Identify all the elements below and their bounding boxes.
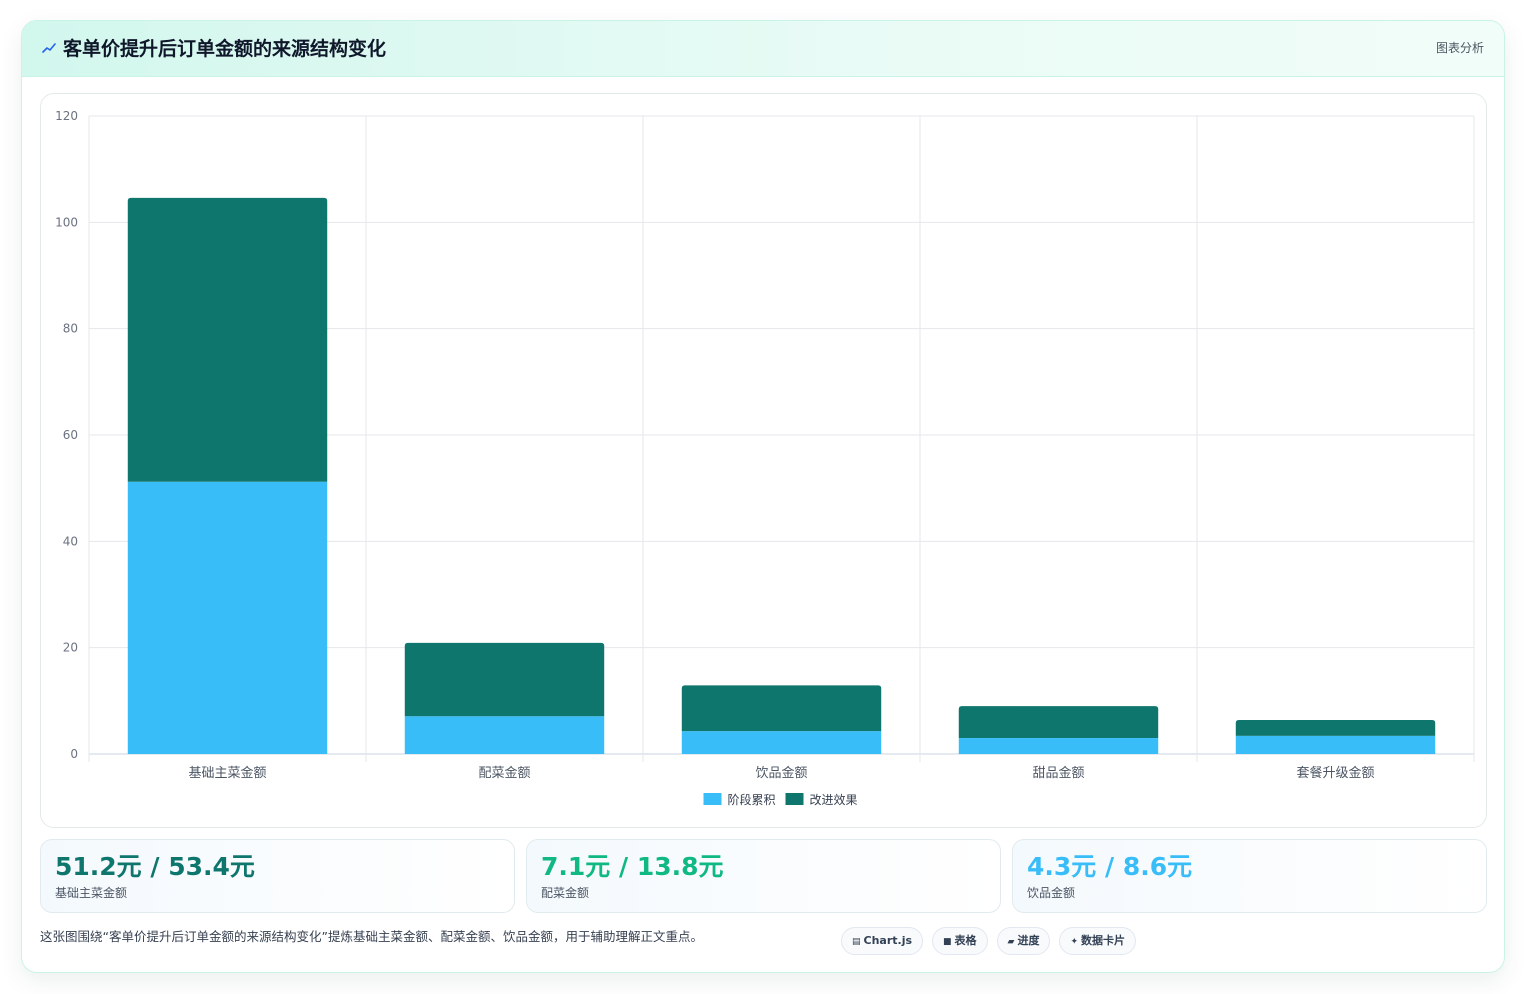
x-tick-label: 基础主菜金额 [188, 765, 266, 781]
bar-segment-effect [127, 197, 328, 482]
progress-icon: ▰ [1007, 937, 1015, 947]
y-tick-label: 100 [55, 215, 78, 229]
bar-segment-effect [958, 706, 1159, 739]
card-header: 客单价提升后订单金额的来源结构变化 图表分析 [22, 21, 1504, 77]
stat-card-drink: 4.3元 / 8.6元 饮品金额 [1012, 839, 1487, 913]
legend-swatch [785, 793, 804, 805]
x-tick-label: 配菜金额 [478, 765, 530, 781]
stacked-bar-chart: 0 20 40 60 80 100 120 基础主菜金额 配菜金额 饮品金额 甜品金额 套餐升级金额阶… [55, 109, 1475, 807]
bar-segment-effect [404, 642, 605, 717]
x-tick-label: 甜品金额 [1032, 765, 1084, 781]
stat-card-main-dish: 51.2元 / 53.4元 基础主菜金额 [40, 839, 515, 913]
bar-segment-effect [1235, 719, 1436, 736]
chart-card: 客单价提升后订单金额的来源结构变化 图表分析 0 20 40 60 80 100 120 基础… [21, 20, 1505, 973]
bar-segment-effect [681, 685, 882, 732]
chip-label: 表格 [954, 934, 977, 947]
chip-label: Chart.js [863, 934, 913, 947]
y-tick-label: 60 [63, 428, 78, 442]
x-tick-label: 套餐升级金额 [1296, 765, 1374, 781]
stat-value: 4.3元 / 8.6元 [1027, 852, 1193, 881]
stat-value: 51.2元 / 53.4元 [55, 852, 255, 881]
chip-label: 数据卡片 [1081, 934, 1126, 947]
bar-segment-stage [404, 716, 605, 754]
legend-label: 阶段累积 [728, 792, 776, 807]
sparkle-icon: ✦ [1070, 937, 1079, 947]
chip-progress[interactable]: ▰ 进度 [996, 927, 1051, 955]
y-tick-label: 20 [63, 641, 78, 655]
stat-card-side-dish: 7.1元 / 13.8元 配菜金额 [526, 839, 1001, 913]
stat-cards: 51.2元 / 53.4元 基础主菜金额 7.1元 / 13.8元 配菜金额 4… [40, 839, 1487, 913]
bar-segment-stage [958, 738, 1159, 754]
sparkline-icon [42, 43, 56, 53]
table-icon: ■ [943, 937, 952, 947]
chart-icon: ▤ [852, 937, 861, 947]
feature-chips: ▤ Chart.js ■ 表格 ▰ 进度 ✦ 数据卡片 [841, 927, 1137, 955]
x-tick-label: 饮品金额 [755, 765, 807, 781]
legend-label: 改进效果 [810, 792, 858, 807]
bar-segment-stage [681, 731, 882, 754]
legend-swatch [703, 793, 722, 805]
chart-panel: 0 20 40 60 80 100 120 基础主菜金额 配菜金额 饮品金额 甜品金额 套餐升级金额阶… [40, 93, 1487, 828]
chip-chartjs[interactable]: ▤ Chart.js [841, 927, 924, 955]
chart-analysis-tag[interactable]: 图表分析 [1435, 41, 1484, 55]
stat-label: 配菜金额 [541, 886, 590, 900]
y-tick-label: 120 [55, 109, 78, 123]
chip-label: 进度 [1017, 934, 1040, 947]
stat-label: 饮品金额 [1027, 886, 1076, 900]
stat-value: 7.1元 / 13.8元 [541, 852, 724, 881]
y-tick-label: 0 [70, 747, 78, 761]
chip-table[interactable]: ■ 表格 [932, 927, 988, 955]
stat-label: 基础主菜金额 [55, 886, 128, 900]
footer-note: 这张图围绕“客单价提升后订单金额的来源结构变化”提炼基础主菜金额、配菜金额、饮品… [40, 929, 703, 944]
chip-data-card[interactable]: ✦ 数据卡片 [1059, 927, 1137, 955]
y-tick-label: 80 [63, 322, 78, 336]
page-title: 客单价提升后订单金额的来源结构变化 [63, 38, 387, 60]
y-tick-label: 40 [63, 534, 78, 548]
bar-segment-stage [1235, 735, 1436, 754]
bar-segment-stage [127, 481, 328, 754]
